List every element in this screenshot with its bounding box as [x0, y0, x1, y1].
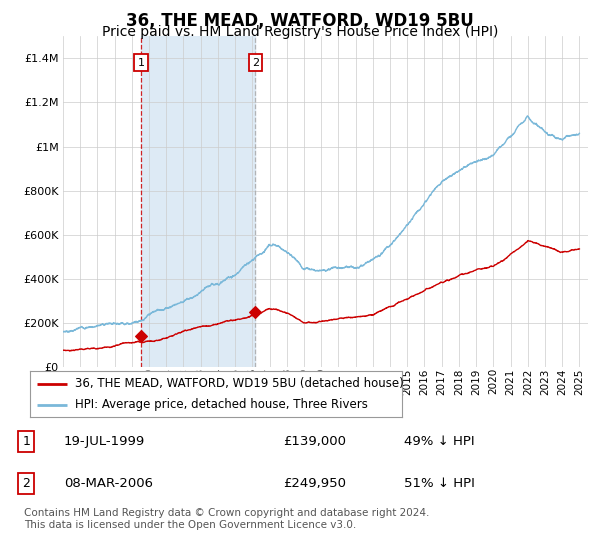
Text: 19-JUL-1999: 19-JUL-1999 — [64, 435, 145, 449]
Text: 36, THE MEAD, WATFORD, WD19 5BU: 36, THE MEAD, WATFORD, WD19 5BU — [126, 12, 474, 30]
Text: HPI: Average price, detached house, Three Rivers: HPI: Average price, detached house, Thre… — [74, 398, 368, 411]
Text: 49% ↓ HPI: 49% ↓ HPI — [404, 435, 475, 449]
Point — [136, 332, 146, 340]
Text: 08-MAR-2006: 08-MAR-2006 — [64, 477, 153, 491]
Text: 36, THE MEAD, WATFORD, WD19 5BU (detached house): 36, THE MEAD, WATFORD, WD19 5BU (detache… — [74, 377, 403, 390]
Point — [251, 307, 260, 316]
Text: Contains HM Land Registry data © Crown copyright and database right 2024.
This d: Contains HM Land Registry data © Crown c… — [24, 508, 430, 530]
Text: Price paid vs. HM Land Registry's House Price Index (HPI): Price paid vs. HM Land Registry's House … — [102, 25, 498, 39]
Text: 1: 1 — [137, 58, 145, 68]
Text: 2: 2 — [252, 58, 259, 68]
Bar — [141, 36, 256, 367]
Text: £139,000: £139,000 — [283, 435, 346, 449]
Text: 1: 1 — [22, 435, 31, 449]
Text: 51% ↓ HPI: 51% ↓ HPI — [404, 477, 475, 491]
Text: 2: 2 — [22, 477, 31, 491]
Text: £249,950: £249,950 — [283, 477, 346, 491]
